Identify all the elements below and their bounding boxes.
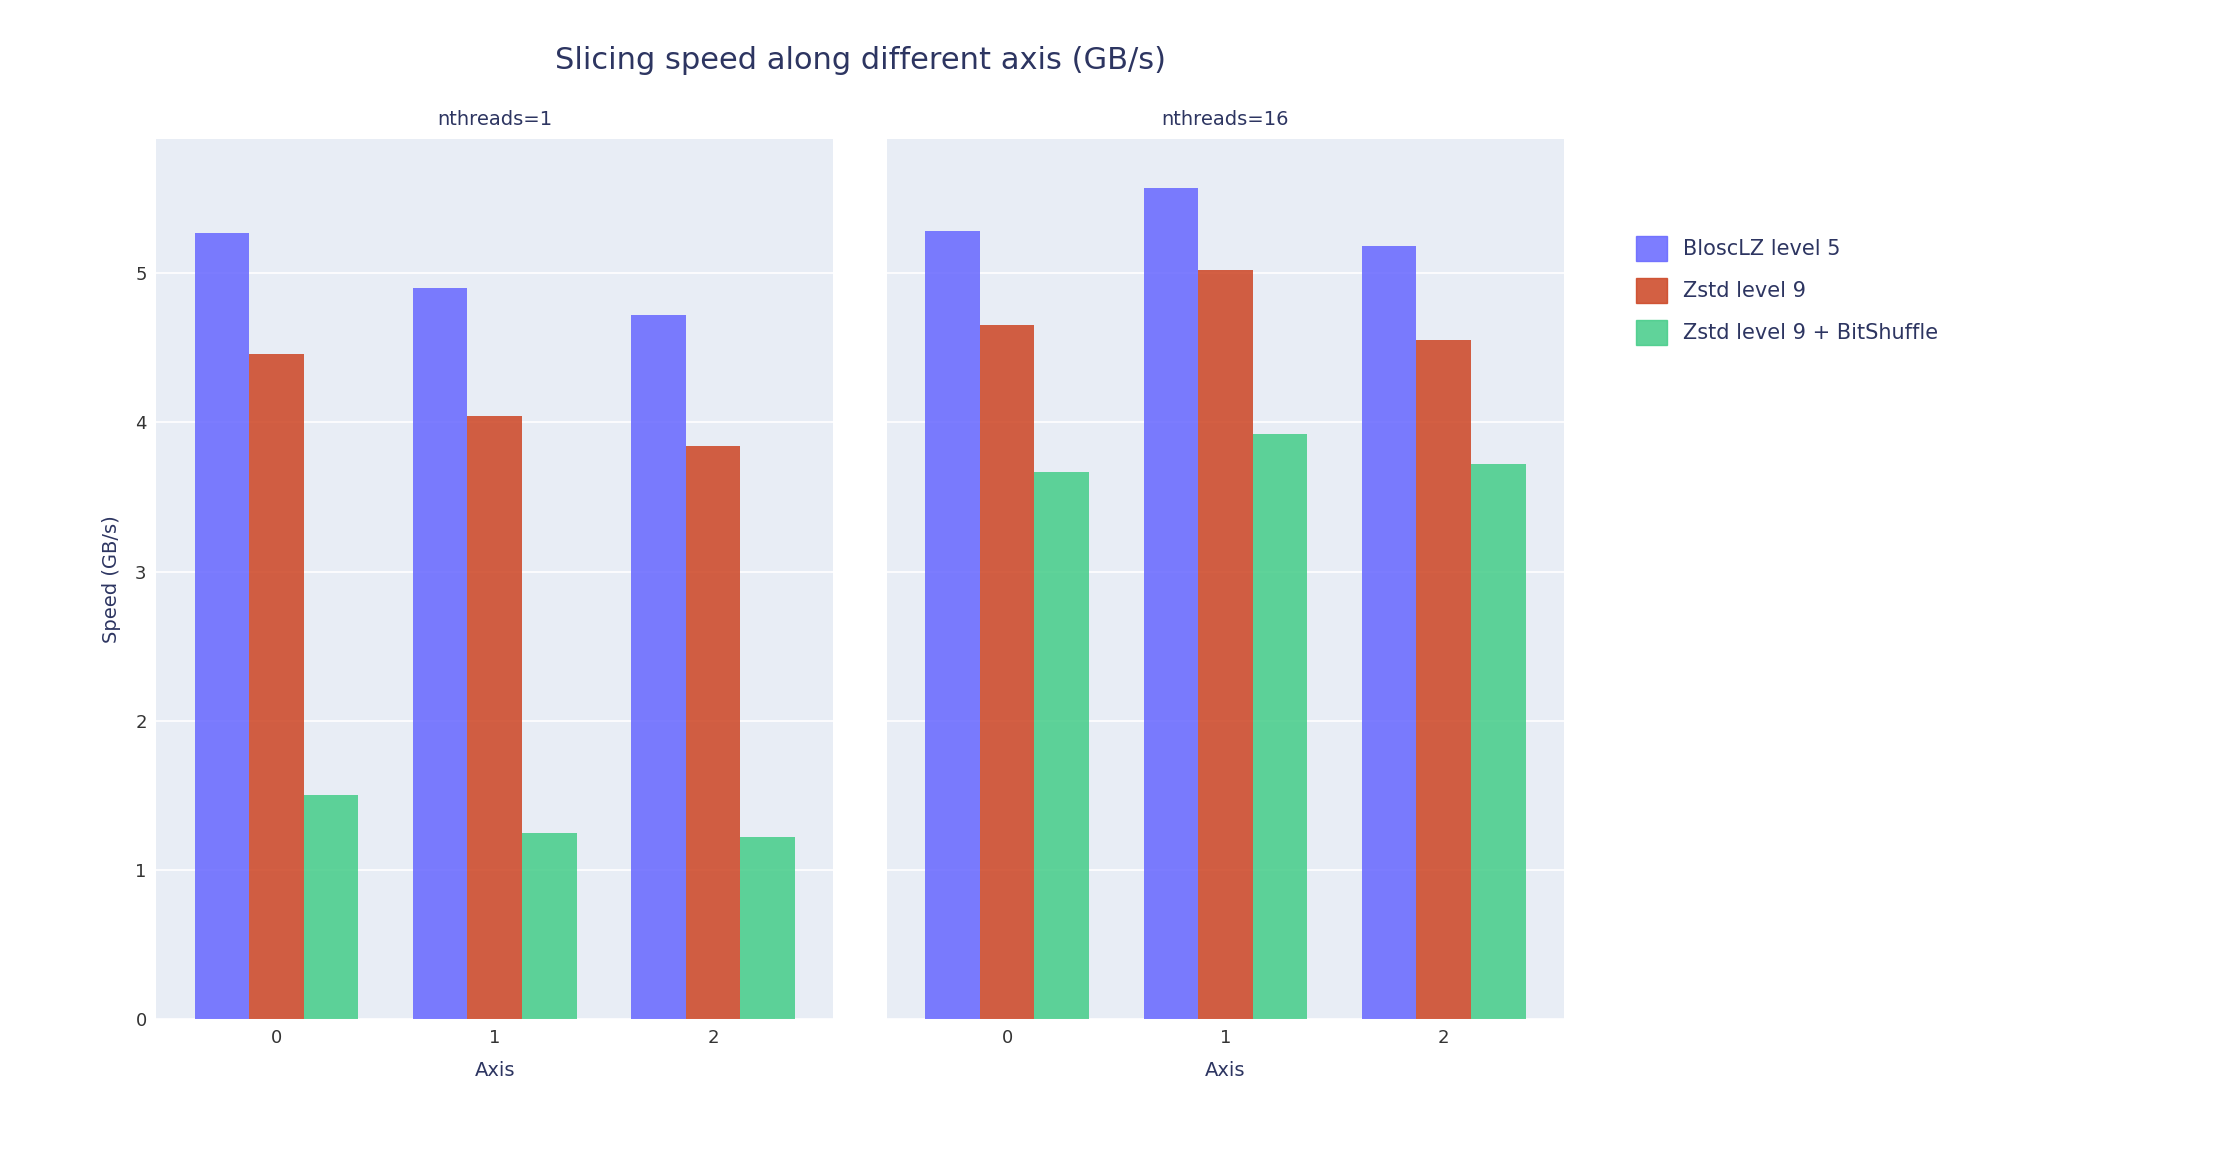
Bar [467, 417, 523, 1019]
Bar [413, 288, 467, 1019]
Legend: BloscLZ level 5, Zstd level 9, Zstd level 9 + BitShuffle: BloscLZ level 5, Zstd level 9, Zstd leve… [1620, 219, 1955, 361]
Bar [1363, 247, 1416, 1019]
Y-axis label: Speed (GB/s): Speed (GB/s) [103, 515, 121, 643]
Bar [194, 233, 250, 1019]
Bar [1197, 270, 1253, 1019]
Title: nthreads=16: nthreads=16 [1162, 110, 1289, 129]
Bar [1253, 434, 1307, 1019]
X-axis label: Axis: Axis [1204, 1061, 1247, 1079]
Bar [523, 833, 576, 1019]
Bar [632, 315, 686, 1019]
Bar [739, 837, 795, 1019]
Bar [1034, 471, 1088, 1019]
Title: nthreads=1: nthreads=1 [438, 110, 552, 129]
Bar [1416, 340, 1470, 1019]
Bar [981, 325, 1034, 1019]
Bar [304, 796, 357, 1019]
Bar [686, 446, 739, 1019]
X-axis label: Axis: Axis [474, 1061, 516, 1079]
Bar [1144, 189, 1197, 1019]
Text: Slicing speed along different axis (GB/s): Slicing speed along different axis (GB/s… [554, 46, 1166, 75]
Bar [1470, 464, 1526, 1019]
Bar [250, 353, 304, 1019]
Bar [925, 232, 981, 1019]
